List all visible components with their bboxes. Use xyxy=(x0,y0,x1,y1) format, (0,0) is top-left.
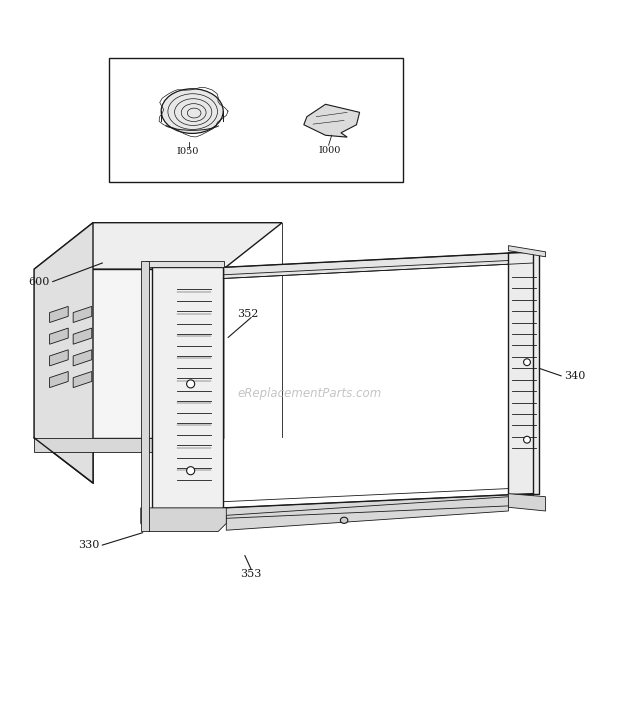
Polygon shape xyxy=(226,497,508,530)
Ellipse shape xyxy=(340,517,348,523)
Text: 330: 330 xyxy=(78,540,99,550)
Bar xyxy=(108,58,403,182)
Polygon shape xyxy=(34,269,223,438)
Polygon shape xyxy=(508,246,546,257)
Text: eReplacementParts.com: eReplacementParts.com xyxy=(238,387,382,399)
Polygon shape xyxy=(34,223,282,269)
Polygon shape xyxy=(508,493,546,511)
Text: 352: 352 xyxy=(237,310,259,320)
Polygon shape xyxy=(73,372,92,387)
Ellipse shape xyxy=(187,466,195,475)
Text: I050: I050 xyxy=(176,147,198,157)
Polygon shape xyxy=(152,267,223,508)
Polygon shape xyxy=(146,261,224,267)
Polygon shape xyxy=(141,508,226,531)
Polygon shape xyxy=(223,252,533,278)
Ellipse shape xyxy=(523,436,530,443)
Polygon shape xyxy=(73,328,92,344)
Polygon shape xyxy=(141,261,149,531)
Polygon shape xyxy=(34,438,223,452)
Polygon shape xyxy=(508,252,539,493)
Ellipse shape xyxy=(523,359,530,365)
Polygon shape xyxy=(73,306,92,323)
Polygon shape xyxy=(50,350,68,366)
Text: 353: 353 xyxy=(241,569,262,580)
Polygon shape xyxy=(50,328,68,344)
Polygon shape xyxy=(50,306,68,323)
Polygon shape xyxy=(34,223,93,483)
Polygon shape xyxy=(73,350,92,366)
Text: 600: 600 xyxy=(29,276,50,287)
Polygon shape xyxy=(50,372,68,387)
Ellipse shape xyxy=(187,380,195,388)
Polygon shape xyxy=(304,104,360,137)
Text: I000: I000 xyxy=(319,146,341,155)
Polygon shape xyxy=(223,493,533,518)
Text: 340: 340 xyxy=(564,371,585,381)
Ellipse shape xyxy=(161,89,223,133)
